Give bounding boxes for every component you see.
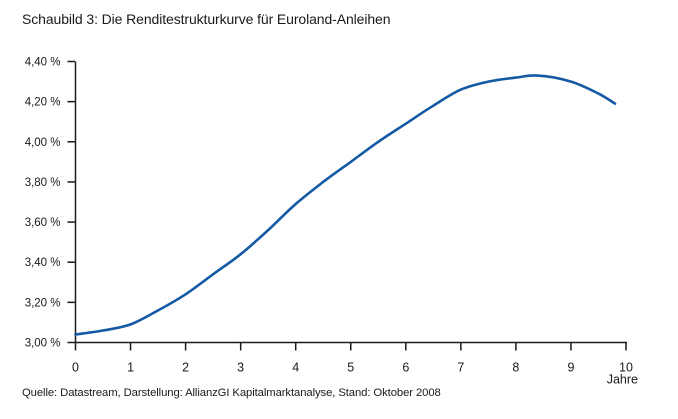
x-axis-tick-label: 5 [347, 361, 354, 375]
x-axis-tick-label: 4 [292, 361, 299, 375]
yield-curve-line [74, 74, 617, 336]
y-axis-tick-label: 3,20 % [25, 297, 61, 309]
x-axis-tick-label: 3 [237, 361, 244, 375]
x-axis-tick-label: 0 [72, 361, 79, 375]
x-axis-tick-label: 1 [127, 361, 134, 375]
x-axis-tick-label: 2 [182, 361, 189, 375]
y-axis-tick-label: 3,60 % [25, 217, 61, 229]
x-axis-tick-label: 8 [512, 361, 519, 375]
x-axis-tick-label: 6 [402, 361, 409, 375]
y-axis-tick-label: 3,40 % [25, 257, 61, 269]
x-axis-title: Jahre [607, 373, 638, 387]
figure-title: Schaubild 3: Die Renditestrukturkurve fü… [22, 11, 391, 27]
y-axis-tick-label: 4,00 % [25, 137, 61, 149]
y-axis-tick-label: 4,40 % [25, 57, 61, 69]
x-axis-tick-label: 9 [567, 361, 574, 375]
x-axis-tick-label: 10 [619, 361, 633, 375]
y-axis-tick-label: 4,20 % [25, 97, 61, 109]
y-axis-tick-label: 3,80 % [25, 177, 61, 189]
y-axis-tick-label: 3,00 % [25, 338, 61, 350]
source-note: Quelle: Datastream, Darstellung: Allianz… [22, 387, 441, 399]
x-axis-tick-label: 7 [457, 361, 464, 375]
